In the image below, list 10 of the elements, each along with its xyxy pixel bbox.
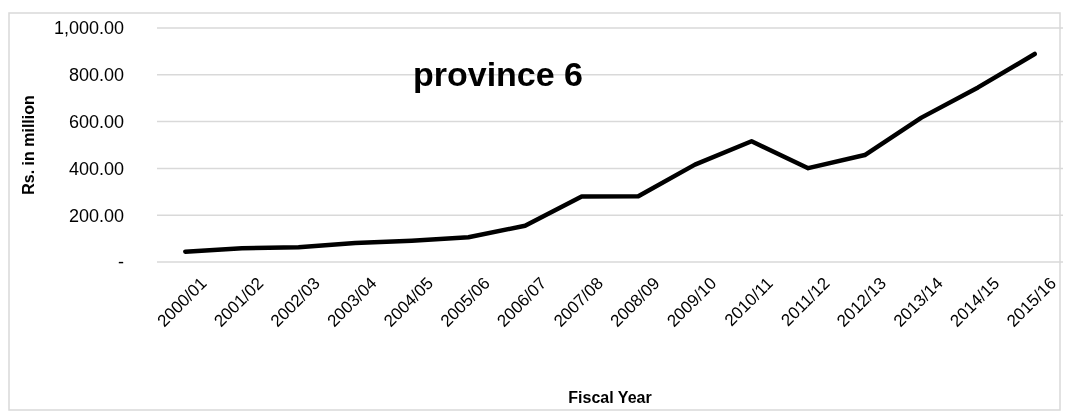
y-tick-label: 1,000.00 <box>53 18 124 39</box>
x-axis-title: Fiscal Year <box>568 389 652 406</box>
y-tick-label: 600.00 <box>68 111 124 132</box>
y-tick-label: - <box>118 252 124 273</box>
text: province 6 <box>412 55 584 93</box>
y-tick-label: 800.00 <box>68 65 124 86</box>
y-tick-label: 400.00 <box>68 158 124 179</box>
y-axis-title: Rs. in million <box>20 95 37 195</box>
y-tick-label: 200.00 <box>68 205 124 226</box>
line-series <box>183 51 1037 254</box>
